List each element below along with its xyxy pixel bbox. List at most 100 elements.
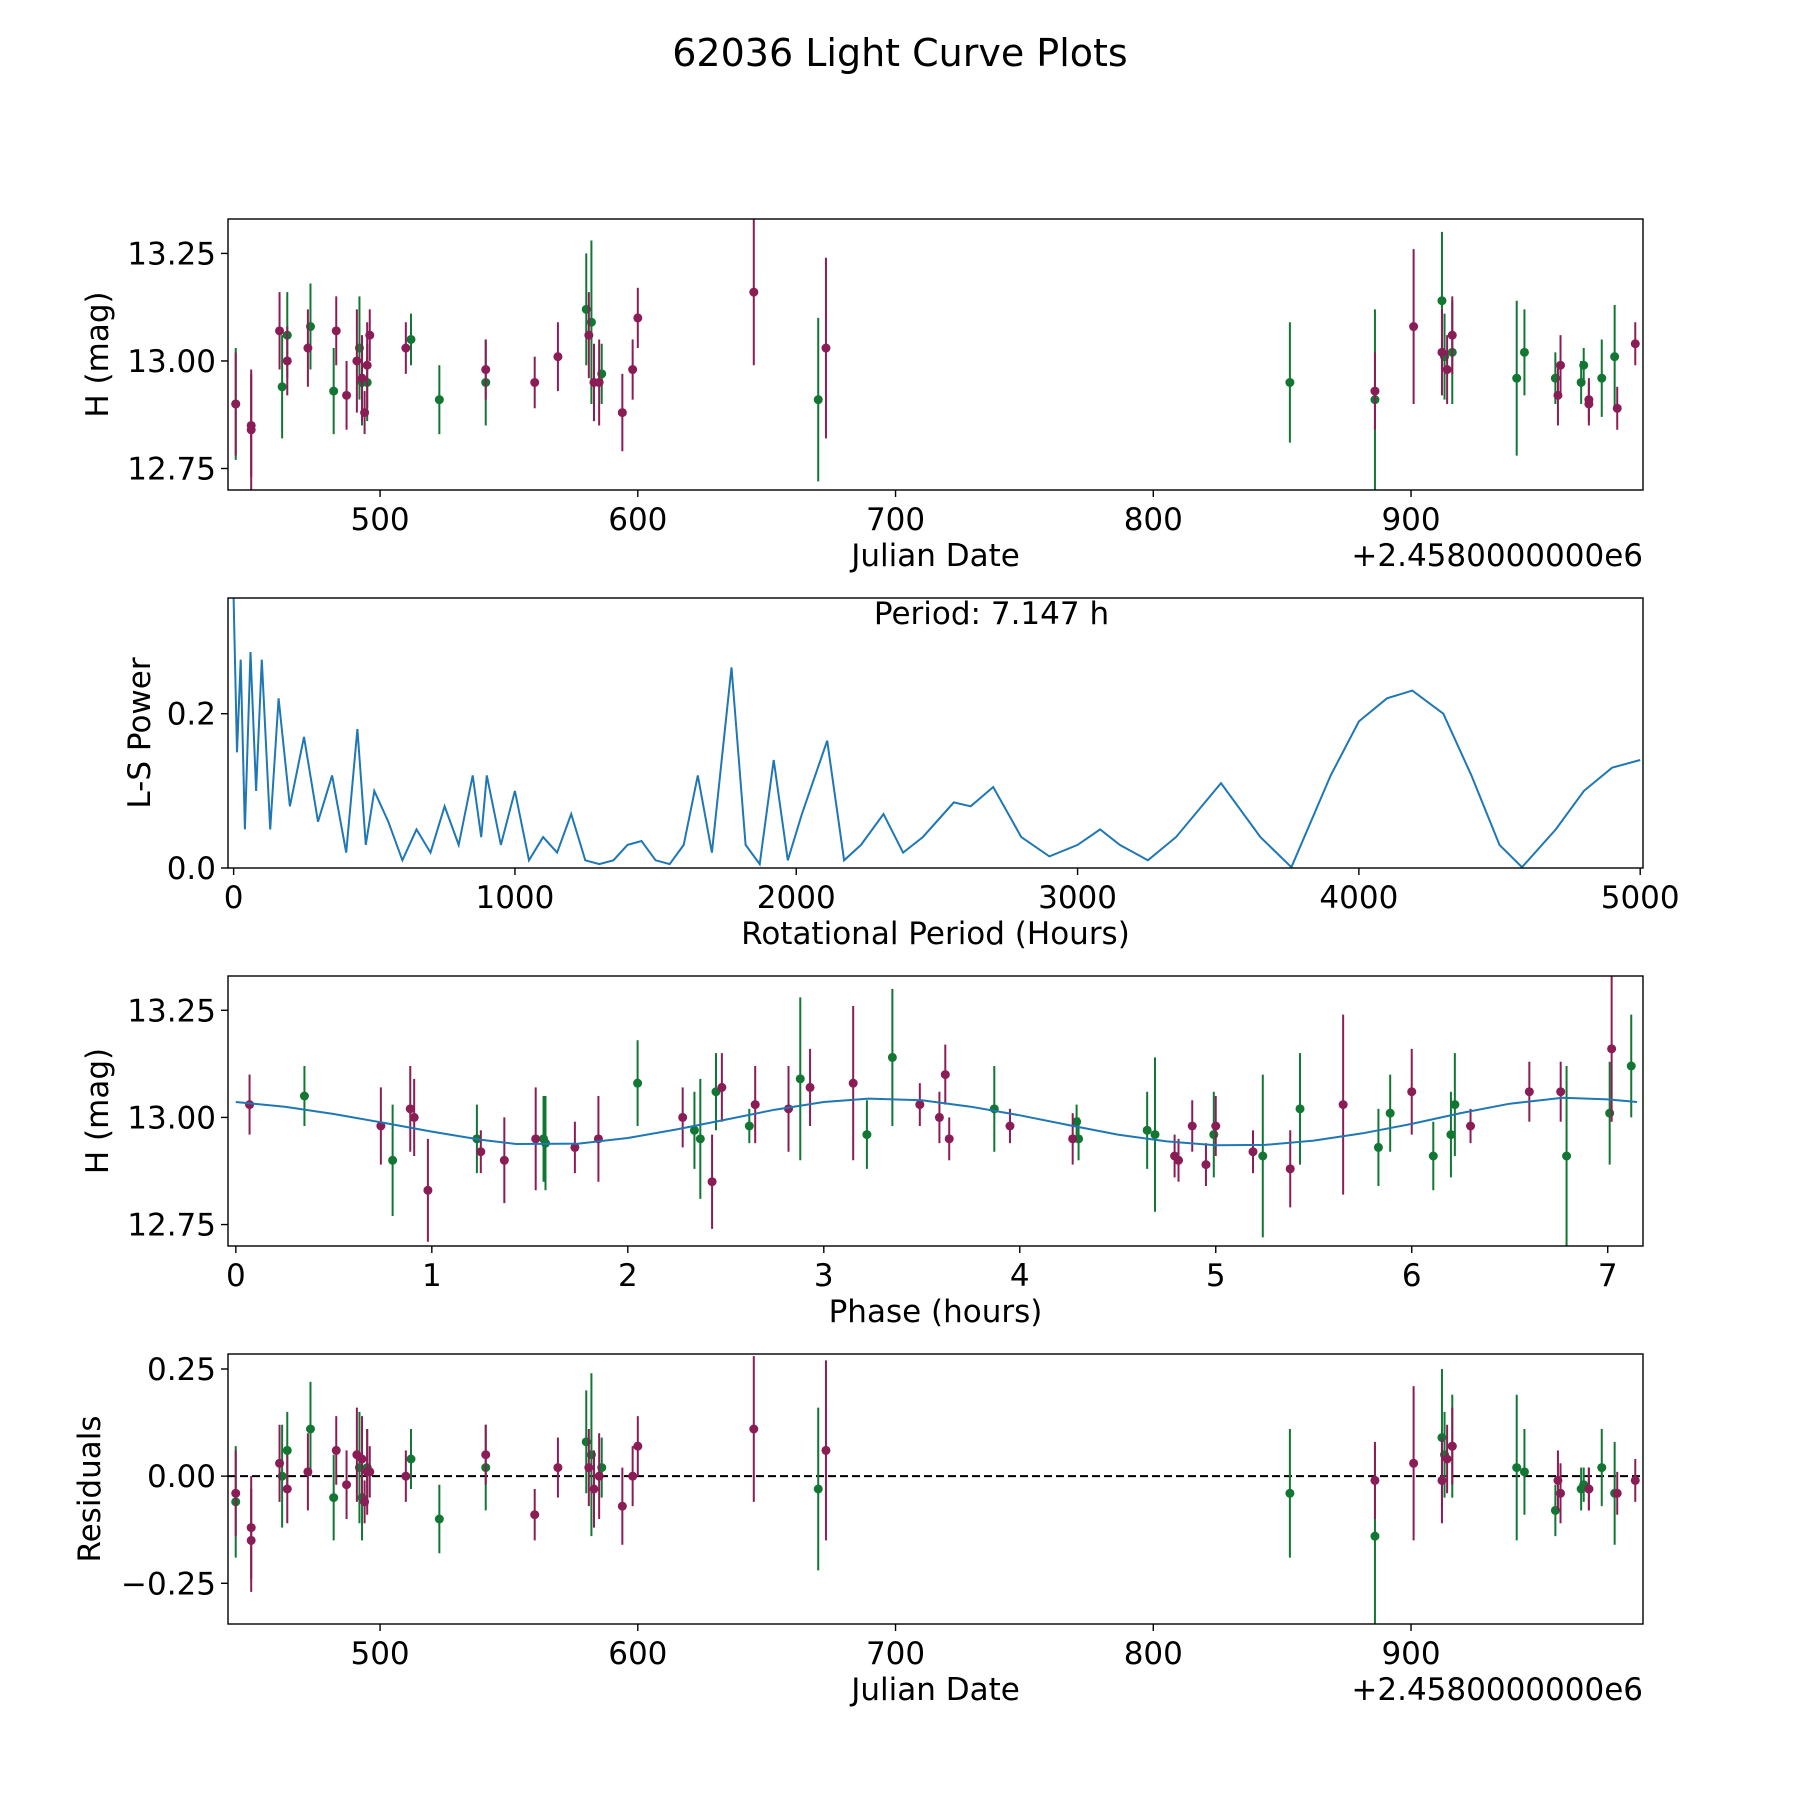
data-point [749, 287, 759, 297]
data-point [633, 313, 643, 323]
data-point [589, 1484, 599, 1494]
y-axis-label: Residuals [72, 1415, 108, 1562]
data-point [1407, 1087, 1417, 1097]
data-point [795, 1074, 805, 1084]
x-tick-label: 2000 [757, 880, 836, 916]
y-tick-label: −0.25 [121, 1566, 216, 1602]
series-line-fourier-model [235, 1096, 1638, 1147]
data-point [246, 1535, 256, 1545]
x-tick-label: 6 [1402, 1258, 1422, 1294]
data-point [530, 377, 540, 387]
x-axis-label: Rotational Period (Hours) [741, 916, 1130, 952]
data-point [1630, 339, 1640, 349]
data-point [1446, 1130, 1456, 1140]
x-tick-label: 5000 [1601, 880, 1680, 916]
x-tick-label: 500 [350, 502, 409, 538]
data-point [362, 360, 372, 370]
data-point [1437, 296, 1447, 306]
data-point [1187, 1121, 1197, 1131]
data-point [282, 356, 292, 366]
data-point [401, 1471, 411, 1481]
data-point [1437, 1475, 1447, 1485]
data-point [1584, 1484, 1594, 1494]
data-point [1150, 1130, 1160, 1140]
data-point [1512, 1463, 1522, 1473]
data-point [744, 1121, 754, 1131]
x-tick-label: 3000 [1038, 880, 1117, 916]
data-point [357, 373, 367, 383]
x-tick-label: 800 [1124, 1636, 1183, 1672]
data-point [1597, 1463, 1607, 1473]
data-point [707, 1177, 717, 1187]
data-point [813, 1484, 823, 1494]
data-point [628, 365, 638, 375]
data-point [617, 408, 627, 418]
data-point [1209, 1130, 1219, 1140]
data-point [1370, 386, 1380, 396]
data-point [570, 1142, 580, 1152]
data-point [628, 1471, 638, 1481]
data-point [1630, 1475, 1640, 1485]
light-curve-panel: 500 600 700 800 900 12.75 13.00 13.25 Julian Dat… [80, 218, 1644, 574]
data-point [376, 1121, 386, 1131]
data-point [342, 390, 352, 400]
data-point [1447, 330, 1457, 340]
data-point [821, 1445, 831, 1455]
data-point [934, 1112, 944, 1122]
data-point [282, 1445, 292, 1455]
data-point [848, 1078, 858, 1088]
y-tick-label: 13.00 [127, 1100, 216, 1136]
plot-frame [227, 1353, 1644, 1625]
data-point [275, 326, 285, 336]
data-point [1610, 352, 1620, 362]
data-point [331, 326, 341, 336]
data-point [331, 1445, 341, 1455]
data-point [1556, 1488, 1566, 1498]
data-point [887, 1052, 897, 1062]
data-point [1612, 1488, 1622, 1498]
data-point [329, 386, 339, 396]
data-point [1579, 360, 1589, 370]
data-point [329, 1493, 339, 1503]
data-point [352, 356, 362, 366]
x-tick-label: 4000 [1319, 880, 1398, 916]
x-tick-label: 900 [1381, 1636, 1440, 1672]
data-point [342, 1480, 352, 1490]
data-point [821, 343, 831, 353]
data-point [584, 1463, 594, 1473]
data-point [1285, 1488, 1295, 1498]
y-tick-label: 13.25 [127, 236, 216, 272]
data-point [499, 1155, 509, 1165]
y-tick-label: 12.75 [127, 1208, 216, 1244]
y-axis-label: H (mag) [80, 1048, 116, 1174]
data-point [388, 1155, 398, 1165]
plot-frame [227, 975, 1644, 1247]
data-point [1248, 1147, 1258, 1157]
data-point [277, 382, 287, 392]
data-point [594, 377, 604, 387]
data-point [409, 1112, 419, 1122]
data-point [678, 1112, 688, 1122]
data-point [1285, 1164, 1295, 1174]
y-tick-label: 0.0 [167, 851, 216, 887]
data-point [434, 1514, 444, 1524]
data-point [1437, 347, 1447, 357]
figure-title: 62036 Light Curve Plots [672, 31, 1127, 75]
data-point [750, 1100, 760, 1110]
residuals-panel: 500 600 700 800 900 −0.25 0.00 0.25 Julian Date R… [72, 1352, 1644, 1708]
data-point [1385, 1108, 1395, 1118]
data-point [1447, 1441, 1457, 1451]
plot-data [235, 976, 1638, 1246]
x-tick-label: 700 [866, 1636, 925, 1672]
data-point [401, 343, 411, 353]
data-point [915, 1100, 925, 1110]
y-tick-label: 0.25 [147, 1352, 216, 1388]
data-point [584, 330, 594, 340]
data-point [481, 365, 491, 375]
phase-fold-panel: 0 1 2 3 4 5 6 7 12.75 13.00 13.25 Phase (hours) H (m… [80, 975, 1644, 1330]
y-axis-label: H (mag) [80, 291, 116, 417]
x-tick-label: 600 [608, 1636, 667, 1672]
data-point [481, 1450, 491, 1460]
data-point [365, 1467, 375, 1477]
